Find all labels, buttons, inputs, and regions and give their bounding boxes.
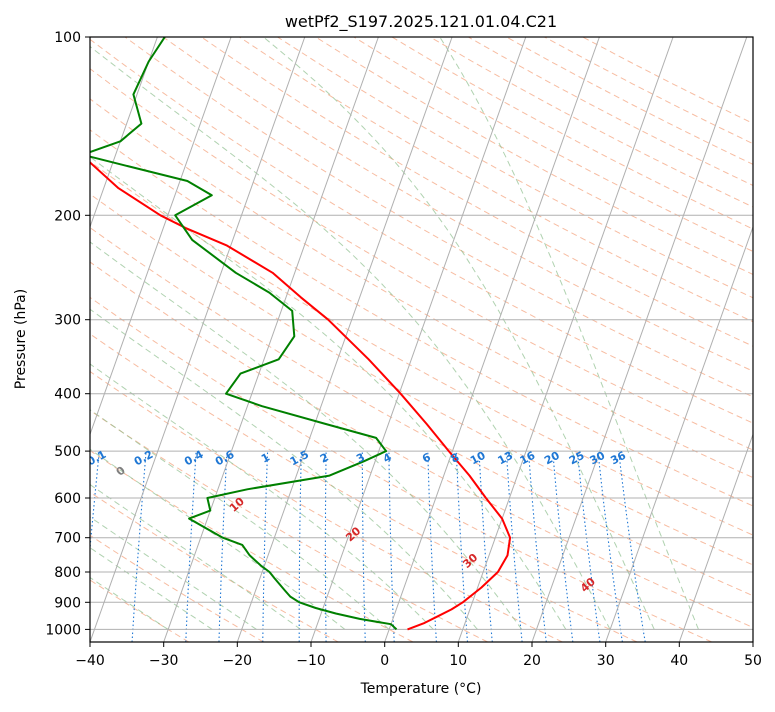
x-tick-label: 10 [449, 653, 467, 669]
y-tick-label: 800 [54, 565, 81, 581]
x-axis-label: Temperature (°C) [360, 681, 482, 697]
y-tick-label: 1000 [45, 622, 81, 638]
x-tick-label: −40 [75, 653, 105, 669]
y-tick-label: 300 [54, 313, 81, 329]
y-tick-label: 400 [54, 387, 81, 403]
x-tick-label: 50 [744, 653, 762, 669]
y-axis-label: Pressure (hPa) [13, 289, 29, 389]
y-tick-label: 100 [54, 30, 81, 46]
x-tick-label: −30 [149, 653, 179, 669]
y-tick-label: 500 [54, 444, 81, 460]
x-tick-label: 20 [523, 653, 541, 669]
x-tick-label: −20 [223, 653, 253, 669]
x-tick-label: 0 [380, 653, 389, 669]
y-tick-label: 900 [54, 595, 81, 611]
y-tick-label: 200 [54, 208, 81, 224]
chart-title: wetPf2_S197.2025.121.01.04.C21 [285, 12, 557, 32]
y-tick-label: 600 [54, 491, 81, 507]
y-tick-label: 700 [54, 531, 81, 547]
x-tick-label: 30 [597, 653, 615, 669]
x-tick-label: 40 [670, 653, 688, 669]
x-tick-label: −10 [296, 653, 326, 669]
